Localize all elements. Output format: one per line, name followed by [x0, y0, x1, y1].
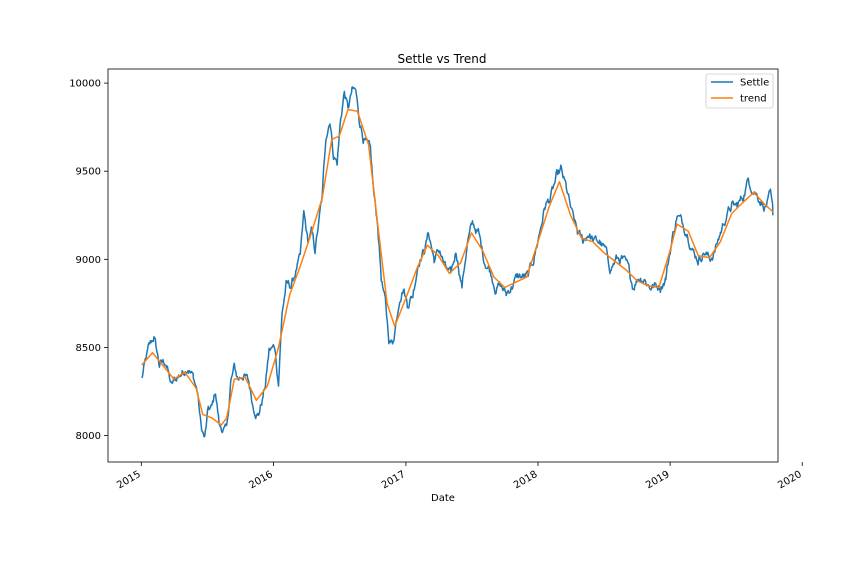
y-tick-label: 10000 — [69, 79, 101, 90]
y-tick-label: 8000 — [76, 431, 101, 442]
series-layer — [141, 86, 774, 438]
y-tick-label: 9500 — [76, 167, 101, 178]
x-axis: 2015 2016 2017 2018 2019 2020 — [115, 462, 804, 491]
legend-label-trend: trend — [740, 94, 767, 105]
y-tick-label: 8500 — [76, 343, 101, 354]
legend-label-settle: Settle — [740, 78, 769, 89]
y-tick-label: 9000 — [76, 255, 101, 266]
legend: Settle trend — [705, 73, 774, 109]
chart-title: Settle vs Trend — [398, 52, 487, 66]
y-axis: 8000 8500 9000 9500 10000 — [69, 79, 108, 442]
series-line-settle — [141, 86, 774, 438]
series-line-trend — [141, 108, 774, 426]
x-axis-label: Date — [431, 493, 455, 504]
plot-frame — [107, 68, 779, 463]
